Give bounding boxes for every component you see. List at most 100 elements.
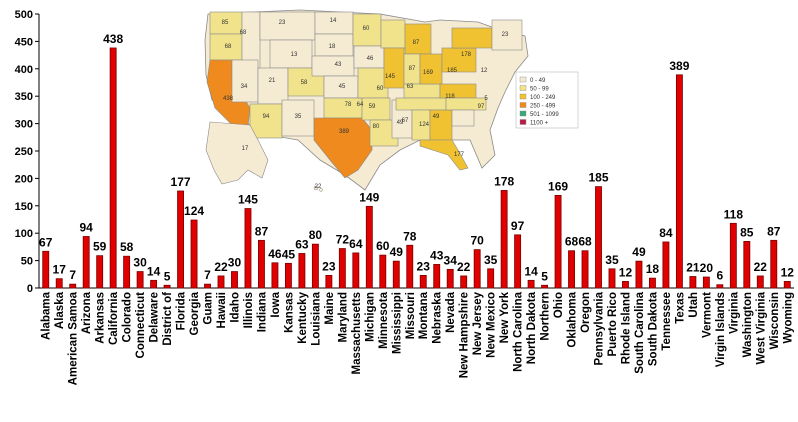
- map-state-mo: [357, 67, 389, 99]
- map-state-value: 34: [241, 84, 248, 90]
- category-label: West Virginia: [755, 291, 767, 364]
- map-state-ne-states: [491, 19, 523, 51]
- bar: [487, 268, 495, 289]
- data-label: 22: [214, 260, 228, 274]
- bar: [689, 276, 697, 289]
- data-label: 80: [309, 228, 323, 242]
- category-label: Kentucky: [297, 291, 309, 343]
- data-label: 64: [349, 237, 363, 251]
- data-label: 12: [619, 265, 633, 279]
- legend-box: [515, 71, 579, 129]
- legend-label: 0 - 49: [530, 78, 546, 84]
- map-state-az: [249, 103, 283, 139]
- map-state-value: 68: [225, 44, 232, 50]
- bar: [649, 277, 656, 289]
- category-label: Tennessee: [661, 292, 673, 351]
- category-label: New Mexico: [486, 292, 498, 358]
- bar: [284, 262, 292, 289]
- data-label: 72: [336, 233, 350, 247]
- category-label: North Dakota: [526, 291, 538, 364]
- data-label: 63: [295, 237, 309, 251]
- map-state-value: 5: [484, 96, 488, 102]
- map-state-wy: [269, 39, 313, 69]
- bar: [406, 244, 414, 289]
- data-label: 46: [268, 247, 282, 261]
- map-state-value: 21: [269, 78, 276, 84]
- data-label: 438: [103, 32, 123, 46]
- legend-swatch: [519, 85, 527, 91]
- map-state-values: 85 23 14 60 87 23 68 13 18 43 46 34 21 58 45 145 87 63 169…: [222, 18, 509, 190]
- category-label: South Carolina: [634, 291, 646, 373]
- category-label: Delaware: [149, 292, 161, 343]
- category-label: Connecticut: [135, 292, 147, 359]
- bar: [55, 278, 63, 289]
- map-state-mt: [259, 11, 316, 41]
- bar: [770, 239, 778, 289]
- data-label: 59: [93, 240, 107, 254]
- y-tick-label: 100: [15, 228, 33, 240]
- data-label: 149: [359, 190, 379, 204]
- data-label: 23: [322, 259, 336, 273]
- map-state-value: 438: [223, 96, 234, 102]
- category-label: Mississippi: [391, 292, 403, 354]
- data-label: 20: [700, 261, 714, 275]
- y-tick-label: 200: [15, 173, 33, 185]
- us-map-inset: 85 23 14 60 87 23 68 13 18 43 46 34 21 58 45 145 87 63 169…: [204, 9, 579, 192]
- legend-label: 100 - 249: [530, 95, 556, 101]
- map-state-mi: [404, 23, 432, 55]
- data-label: 7: [69, 268, 76, 282]
- category-label: Washington: [742, 292, 754, 357]
- bar: [729, 222, 737, 289]
- bar: [82, 236, 90, 289]
- data-label: 6: [717, 269, 724, 283]
- map-state-ny: [451, 27, 493, 49]
- category-label: Minnesota: [378, 291, 390, 348]
- category-label: Arkansas: [95, 292, 107, 344]
- category-label: Maryland: [337, 292, 349, 343]
- map-state-value: 60: [377, 86, 384, 92]
- map-state-nv: [231, 59, 259, 103]
- map-state-value: 85: [222, 20, 229, 26]
- bar: [109, 47, 117, 289]
- bar: [433, 264, 441, 289]
- data-label: 94: [80, 220, 94, 234]
- y-tick-label: 0: [27, 283, 33, 295]
- data-label: 87: [767, 224, 781, 238]
- map-state-value: 68: [240, 30, 247, 36]
- category-label: Nebraska: [432, 291, 444, 343]
- map-state-value: 18: [329, 44, 336, 50]
- data-label: 178: [494, 174, 514, 188]
- data-label: 169: [548, 179, 568, 193]
- bars: [42, 47, 791, 289]
- map-state-oh: [419, 53, 443, 85]
- bar: [635, 260, 643, 289]
- data-label: 68: [578, 235, 592, 249]
- y-tick-label: 400: [15, 64, 33, 76]
- y-axis-ticks: 0 50 100 150 200 250 300 350 400 450 500: [15, 9, 39, 295]
- data-label: 58: [120, 240, 134, 254]
- map-state-value: 49: [397, 120, 404, 126]
- map-state-la: [369, 119, 399, 147]
- map-state-value: 67: [402, 118, 409, 124]
- category-label: Virginia: [728, 291, 740, 334]
- category-label: New Jersey: [472, 291, 484, 355]
- map-state-or: [209, 33, 243, 61]
- bar: [446, 268, 454, 289]
- category-label: Hawaii: [216, 292, 228, 328]
- map-state-value: 97: [478, 104, 485, 110]
- data-label: 84: [659, 226, 673, 240]
- legend-label: 50 - 99: [530, 87, 549, 93]
- data-label: 177: [171, 175, 191, 189]
- data-label: 5: [164, 269, 171, 283]
- map-state-value: 60: [363, 26, 370, 32]
- map-state-value: 145: [385, 74, 396, 80]
- category-label: Georgia: [189, 291, 201, 335]
- data-label: 49: [390, 245, 404, 259]
- y-tick-label: 450: [15, 36, 33, 48]
- data-label: 118: [724, 207, 744, 221]
- category-label: Wyoming: [782, 292, 794, 344]
- bar: [298, 253, 306, 289]
- map-state-value: 45: [339, 84, 346, 90]
